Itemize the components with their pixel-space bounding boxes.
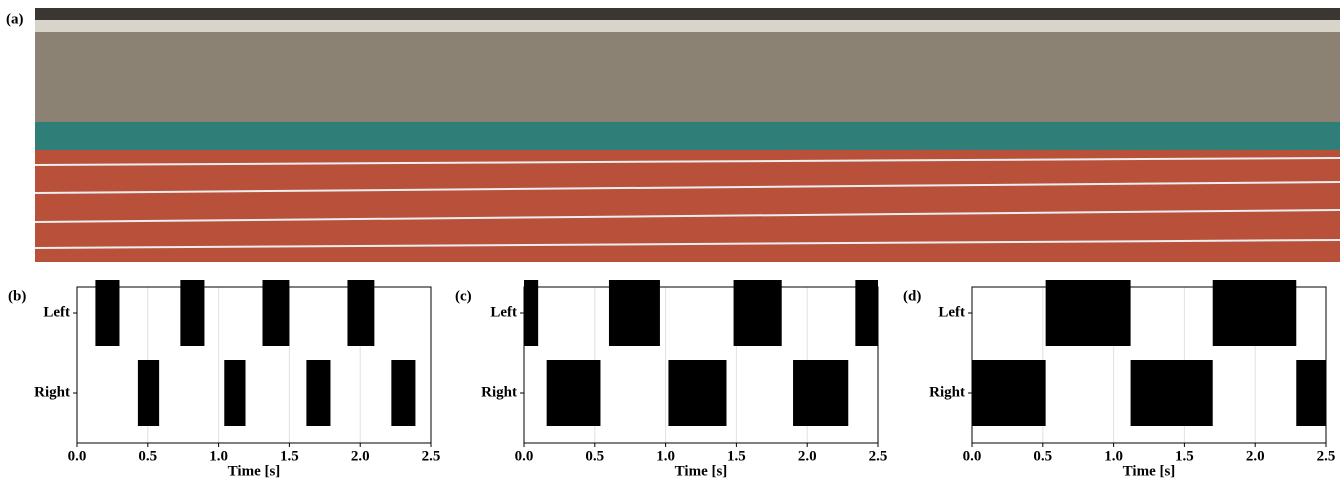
stance-bar — [306, 360, 330, 426]
x-tick-label: 2.0 — [351, 448, 370, 464]
x-tick-label: 0.0 — [963, 448, 982, 464]
x-tick-label: 1.0 — [656, 448, 675, 464]
plot-frame — [77, 287, 431, 443]
x-tick-label: 1.0 — [1104, 448, 1123, 464]
photo — [35, 8, 1340, 262]
x-tick-label: 2.0 — [798, 448, 817, 464]
x-axis-label: Time [s] — [675, 463, 728, 479]
x-tick-label: 2.5 — [869, 448, 888, 464]
x-tick-label: 2.5 — [422, 448, 441, 464]
panel-label: (a) — [6, 11, 24, 27]
x-tick-label: 1.0 — [209, 448, 228, 464]
photo-wall-top — [35, 8, 1340, 20]
y-tick-label: Right — [929, 384, 965, 400]
stance-bar — [224, 360, 245, 426]
y-tick-label: Left — [490, 304, 517, 320]
stance-bar — [347, 280, 374, 346]
stance-bar — [262, 280, 289, 346]
y-tick-label: Left — [938, 304, 965, 320]
stance-bar — [793, 360, 848, 426]
panel-label: (b) — [8, 288, 26, 304]
x-tick-label: 0.0 — [68, 448, 87, 464]
x-tick-label: 0.5 — [138, 448, 157, 464]
x-tick-label: 0.5 — [585, 448, 604, 464]
stance-bar — [609, 280, 660, 346]
x-tick-label: 0.0 — [515, 448, 534, 464]
figure: (a) (b) 0.0 0.5 1.0 1.5 2.0 2.5 Left Right Time [… — [0, 0, 1342, 482]
x-tick-label: 1.5 — [280, 448, 299, 464]
x-tick-label: 2.0 — [1246, 448, 1265, 464]
x-tick-label: 2.5 — [1317, 448, 1336, 464]
stance-bar — [668, 360, 726, 426]
stance-bar — [138, 360, 159, 426]
photo-wall-cap — [35, 20, 1340, 32]
y-tick-label: Right — [34, 384, 70, 400]
y-tick-label: Left — [43, 304, 70, 320]
panel-label: (c) — [455, 288, 472, 304]
stance-bar — [1296, 360, 1326, 426]
stance-bar — [524, 280, 538, 346]
stance-bar — [180, 280, 204, 346]
x-axis-label: Time [s] — [1123, 463, 1176, 479]
x-tick-label: 1.5 — [727, 448, 746, 464]
x-axis-label: Time [s] — [228, 463, 281, 479]
stance-bar — [1213, 280, 1297, 346]
x-tick-label: 1.5 — [1175, 448, 1194, 464]
panel-label: (d) — [903, 288, 921, 304]
y-tick-label: Right — [481, 384, 517, 400]
stance-bar — [547, 360, 601, 426]
photo-stripe — [35, 122, 1340, 150]
stance-bar — [972, 360, 1046, 426]
stance-bar — [95, 280, 119, 346]
stance-bar — [391, 360, 415, 426]
photo-track — [35, 150, 1340, 262]
x-tick-label: 0.5 — [1033, 448, 1052, 464]
stance-bar — [734, 280, 782, 346]
stance-bar — [1131, 360, 1213, 426]
stance-bar — [1046, 280, 1131, 346]
stance-bar — [855, 280, 878, 346]
